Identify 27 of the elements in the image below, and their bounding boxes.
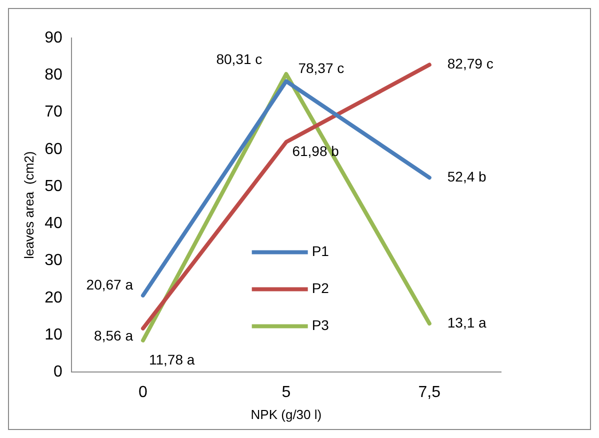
x-tick-label: 0: [138, 384, 148, 402]
y-tick-label: 50: [44, 178, 62, 195]
x-tick-label: 7,5: [418, 384, 441, 402]
data-label: 78,37 c: [298, 60, 344, 76]
y-tick-label: 10: [44, 326, 62, 344]
legend-label: P1: [312, 243, 330, 260]
data-label: 61,98 b: [292, 142, 340, 159]
y-tick-label: 80: [44, 66, 62, 84]
y-axis-title: leaves area (cm2): [21, 151, 36, 259]
data-label: 80,31 c: [216, 50, 262, 67]
data-label: 20,67 a: [86, 276, 134, 292]
y-tick-label: 40: [44, 215, 62, 232]
x-axis-title: NPK (g/30 l): [250, 406, 322, 422]
y-tick-label: 0: [53, 364, 62, 381]
data-label: 11,78 a: [148, 351, 195, 368]
y-tick-label: 20: [44, 289, 62, 306]
x-tick-label: 5: [282, 384, 291, 402]
y-tick-label: 90: [44, 29, 62, 46]
data-label: 82,79 c: [447, 56, 494, 72]
legend-label: P2: [312, 280, 330, 296]
y-tick-label: 30: [44, 252, 62, 270]
data-label: 13,1 a: [447, 314, 487, 330]
data-label: 52,4 b: [447, 168, 487, 184]
data-label: 8,56 a: [94, 327, 134, 344]
y-tick-label: 60: [44, 140, 62, 158]
y-tick-label: 70: [44, 104, 62, 121]
legend-label: P3: [312, 317, 330, 334]
